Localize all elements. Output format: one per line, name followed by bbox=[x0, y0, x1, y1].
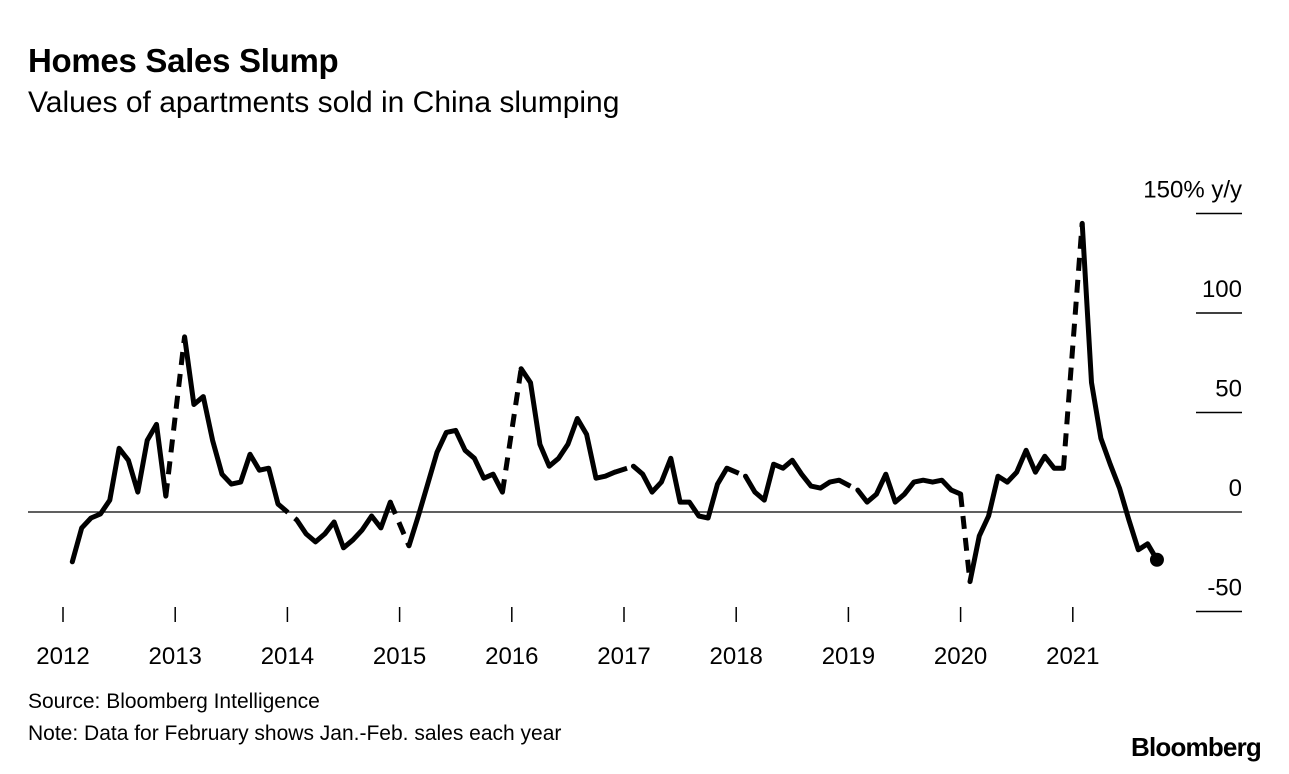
series-line-solid bbox=[69, 421, 169, 565]
x-tick-label: 2019 bbox=[822, 643, 875, 670]
y-tick-label: 100 bbox=[1202, 276, 1242, 303]
y-tick-label: 150% y/y bbox=[1143, 177, 1242, 204]
x-tick-label: 2021 bbox=[1046, 643, 1099, 670]
series-line-dashed bbox=[163, 336, 188, 497]
series-line-dashed bbox=[725, 465, 747, 479]
note-text: Note: Data for February shows Jan.-Feb. … bbox=[28, 722, 562, 745]
series-line-dashed bbox=[958, 493, 973, 582]
series-line-dashed bbox=[1060, 223, 1085, 469]
series-line-solid bbox=[182, 334, 281, 507]
chart-subtitle: Values of apartments sold in China slump… bbox=[28, 86, 620, 119]
series-line-dashed bbox=[499, 368, 524, 493]
x-tick-label: 2016 bbox=[485, 643, 538, 670]
x-tick-label: 2017 bbox=[597, 643, 650, 670]
y-tick-label: 0 bbox=[1229, 475, 1242, 502]
x-tick-label: 2020 bbox=[934, 643, 987, 670]
chart-title: Homes Sales Slump bbox=[28, 42, 339, 79]
y-tick-label: -50 bbox=[1207, 575, 1242, 602]
x-tick-label: 2015 bbox=[373, 643, 426, 670]
y-tick-label: 50 bbox=[1215, 376, 1242, 403]
series-line-solid bbox=[294, 499, 393, 551]
series-end-marker bbox=[1149, 552, 1164, 567]
source-text: Source: Bloomberg Intelligence bbox=[28, 690, 320, 713]
series-line-dashed bbox=[613, 463, 635, 475]
series-line-dashed bbox=[837, 477, 859, 493]
x-tick-label: 2012 bbox=[36, 643, 89, 670]
x-tick-label: 2014 bbox=[261, 643, 314, 670]
series-line-dashed bbox=[387, 501, 412, 547]
series-line-solid bbox=[630, 455, 730, 521]
series-line-solid bbox=[743, 457, 842, 503]
series-line-solid bbox=[855, 471, 964, 505]
series-line-dashed bbox=[276, 502, 299, 522]
series-line-solid bbox=[518, 366, 618, 481]
x-tick-label: 2013 bbox=[149, 643, 202, 670]
series-line-solid bbox=[967, 447, 1066, 585]
series-line-solid bbox=[1079, 220, 1160, 563]
bloomberg-logo: Bloomberg bbox=[1130, 732, 1262, 762]
x-tick-label: 2018 bbox=[710, 643, 763, 670]
series-line-solid bbox=[406, 427, 505, 549]
